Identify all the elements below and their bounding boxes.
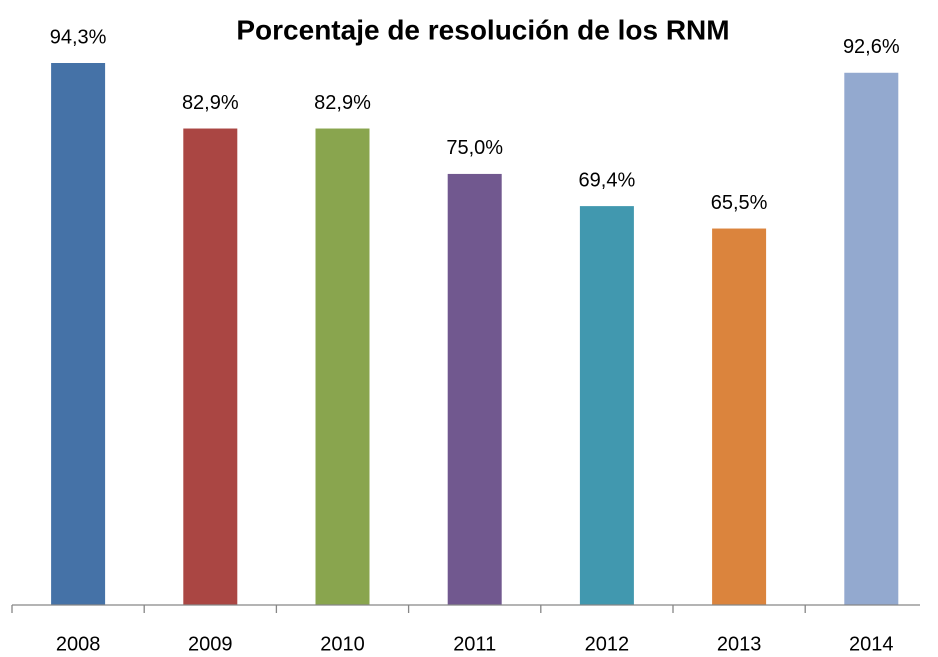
bar: [579, 206, 634, 605]
data-label: 92,6%: [843, 36, 900, 58]
bar: [712, 228, 767, 605]
chart-title: Porcentaje de resolución de los RNM: [236, 14, 729, 45]
bar: [183, 128, 238, 605]
bar: [51, 63, 106, 605]
bar: [447, 173, 502, 605]
x-tick-label: 2014: [849, 633, 894, 655]
x-tick-label: 2013: [717, 633, 762, 655]
bar: [315, 128, 370, 605]
data-label: 94,3%: [50, 26, 107, 48]
data-label: 75,0%: [446, 137, 503, 159]
x-tick-label: 2009: [188, 633, 233, 655]
x-tick-label: 2011: [453, 633, 496, 655]
data-label: 65,5%: [711, 192, 768, 214]
data-label: 69,4%: [579, 169, 636, 191]
data-label: 82,9%: [314, 92, 371, 114]
bar: [844, 72, 899, 606]
x-tick-label: 2012: [585, 633, 630, 655]
x-tick-label: 2010: [320, 633, 365, 655]
data-label: 82,9%: [182, 92, 239, 114]
x-tick-label: 2008: [56, 633, 101, 655]
